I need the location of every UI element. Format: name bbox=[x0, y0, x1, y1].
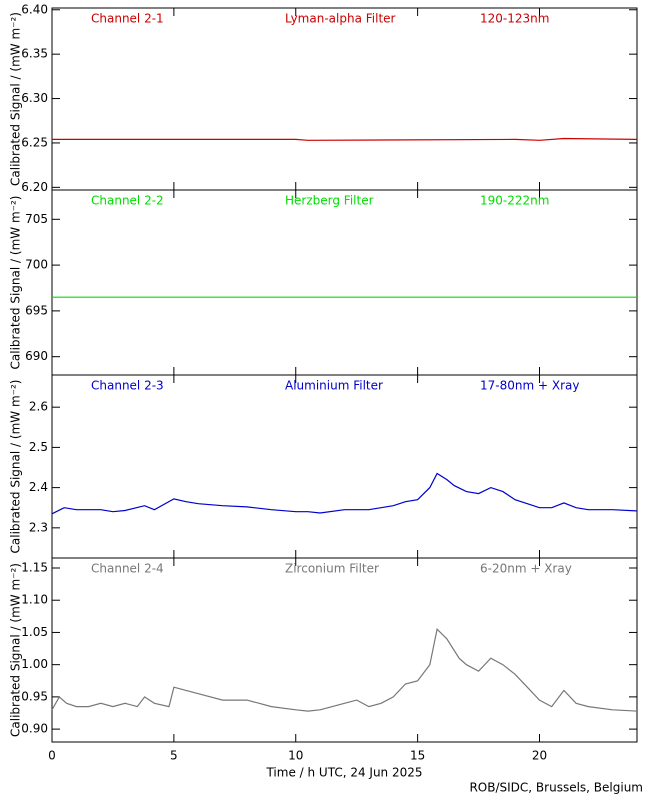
data-line bbox=[51, 627, 638, 712]
plot-frame bbox=[51, 7, 638, 191]
y-tick-label: 695 bbox=[25, 303, 48, 317]
panel-label: Channel 2-1 bbox=[91, 12, 164, 26]
y-tick-label: 1.05 bbox=[21, 625, 48, 639]
y-tick-label: 705 bbox=[25, 212, 48, 226]
x-tick-label: 10 bbox=[288, 749, 303, 763]
plot-frame bbox=[51, 374, 638, 559]
y-tick-label: 1.15 bbox=[21, 560, 48, 574]
plot-frame bbox=[51, 189, 638, 376]
x-tick-label: 5 bbox=[170, 749, 178, 763]
panel-label: Aluminium Filter bbox=[285, 379, 383, 393]
panel-label: 17-80nm + Xray bbox=[480, 379, 579, 393]
y-tick-label: 690 bbox=[25, 349, 48, 363]
y-tick-label: 0.95 bbox=[21, 689, 48, 703]
y-tick-label: 2.3 bbox=[29, 520, 48, 534]
y-tick-label: 700 bbox=[25, 258, 48, 272]
y-tick-label: 6.20 bbox=[21, 180, 48, 194]
x-tick-label: 20 bbox=[532, 749, 547, 763]
y-tick-label: 0.90 bbox=[21, 722, 48, 736]
y-tick-label: 1.10 bbox=[21, 593, 48, 607]
y-tick-label: 6.30 bbox=[21, 91, 48, 105]
panel-label: Channel 2-3 bbox=[91, 379, 164, 393]
data-line bbox=[51, 472, 638, 515]
y-tick-label: 6.40 bbox=[21, 2, 48, 16]
panel-label: Channel 2-2 bbox=[91, 194, 164, 208]
panel-label: 120-123nm bbox=[480, 12, 549, 26]
y-axis-label: Calibrated Signal / (mW m⁻²) bbox=[9, 12, 23, 186]
y-tick-label: 2.4 bbox=[29, 480, 48, 494]
panel-label: Zirconium Filter bbox=[285, 562, 379, 576]
y-tick-label: 2.6 bbox=[29, 400, 48, 414]
panel-label: Channel 2-4 bbox=[91, 562, 164, 576]
x-tick-label: 0 bbox=[48, 749, 56, 763]
data-line bbox=[52, 137, 638, 141]
y-tick-label: 2.5 bbox=[29, 440, 48, 454]
panel-label: 6-20nm + Xray bbox=[480, 562, 572, 576]
plot-frame bbox=[51, 557, 638, 743]
y-axis-label: Calibrated Signal / (mW m⁻²) bbox=[9, 563, 23, 737]
y-tick-label: 1.00 bbox=[21, 657, 48, 671]
x-tick-label: 15 bbox=[410, 749, 425, 763]
y-tick-label: 6.35 bbox=[21, 47, 48, 61]
panel-label: Herzberg Filter bbox=[285, 194, 374, 208]
panel-label: 190-222nm bbox=[480, 194, 549, 208]
y-axis-label: Calibrated Signal / (mW m⁻²) bbox=[9, 196, 23, 370]
panel-label: Lyman-alpha Filter bbox=[285, 12, 396, 26]
x-axis-label: Time / h UTC, 24 Jun 2025 bbox=[265, 766, 422, 780]
y-axis-label: Calibrated Signal / (mW m⁻²) bbox=[9, 380, 23, 554]
y-tick-label: 6.25 bbox=[21, 135, 48, 149]
credit: ROB/SIDC, Brussels, Belgium bbox=[469, 781, 643, 795]
